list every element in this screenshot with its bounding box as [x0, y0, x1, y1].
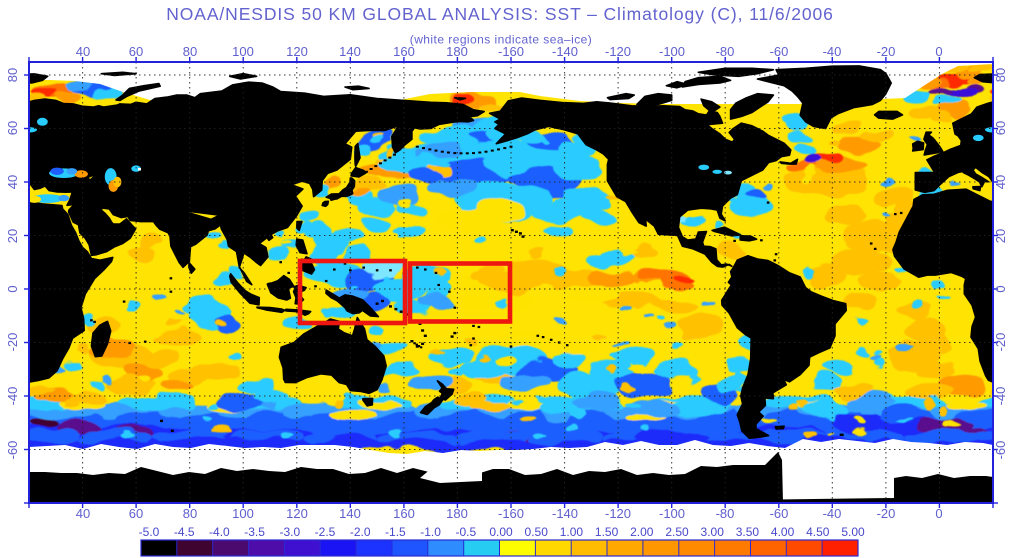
svg-text:180: 180	[446, 44, 468, 59]
svg-text:-1.0: -1.0	[420, 525, 441, 539]
svg-text:-0.5: -0.5	[455, 525, 476, 539]
svg-text:-140: -140	[552, 506, 578, 521]
svg-text:160: 160	[393, 44, 415, 59]
svg-text:-160: -160	[498, 506, 524, 521]
svg-text:-160: -160	[498, 44, 524, 59]
svg-text:120: 120	[286, 44, 308, 59]
svg-text:140: 140	[339, 44, 361, 59]
svg-text:0: 0	[5, 285, 20, 292]
svg-text:-120: -120	[605, 506, 631, 521]
svg-text:1.50: 1.50	[595, 525, 619, 539]
svg-text:60: 60	[993, 121, 1008, 135]
svg-text:-80: -80	[716, 506, 735, 521]
svg-text:-100: -100	[659, 506, 685, 521]
svg-text:2.00: 2.00	[630, 525, 654, 539]
svg-text:3.50: 3.50	[736, 525, 760, 539]
svg-text:-60: -60	[5, 441, 20, 460]
svg-text:60: 60	[129, 44, 143, 59]
svg-text:-4.0: -4.0	[209, 525, 230, 539]
svg-text:20: 20	[993, 229, 1008, 243]
svg-text:40: 40	[993, 175, 1008, 189]
svg-text:60: 60	[5, 121, 20, 135]
svg-text:-20: -20	[5, 333, 20, 352]
svg-text:-140: -140	[552, 44, 578, 59]
svg-text:5.00: 5.00	[841, 525, 865, 539]
svg-text:2.50: 2.50	[665, 525, 689, 539]
svg-text:80: 80	[5, 68, 20, 82]
svg-text:80: 80	[183, 44, 197, 59]
svg-text:-120: -120	[605, 44, 631, 59]
svg-text:-60: -60	[770, 44, 789, 59]
svg-text:-5.0: -5.0	[139, 525, 160, 539]
svg-text:-4.5: -4.5	[174, 525, 195, 539]
svg-text:4.00: 4.00	[771, 525, 795, 539]
svg-text:-20: -20	[877, 44, 896, 59]
svg-text:-80: -80	[716, 44, 735, 59]
svg-text:100: 100	[232, 506, 254, 521]
svg-text:3.00: 3.00	[701, 525, 725, 539]
svg-text:-3.5: -3.5	[244, 525, 265, 539]
svg-text:0: 0	[993, 285, 1008, 292]
svg-text:40: 40	[76, 44, 90, 59]
svg-text:1.00: 1.00	[560, 525, 584, 539]
svg-text:-40: -40	[993, 387, 1008, 406]
svg-text:120: 120	[286, 506, 308, 521]
svg-text:-60: -60	[993, 441, 1008, 460]
svg-text:40: 40	[76, 506, 90, 521]
svg-text:-40: -40	[823, 44, 842, 59]
svg-text:-2.5: -2.5	[315, 525, 336, 539]
svg-text:140: 140	[339, 506, 361, 521]
svg-text:-60: -60	[770, 506, 789, 521]
svg-text:80: 80	[183, 506, 197, 521]
svg-text:-3.0: -3.0	[279, 525, 300, 539]
svg-text:4.50: 4.50	[806, 525, 830, 539]
svg-text:-40: -40	[823, 506, 842, 521]
svg-text:80: 80	[993, 68, 1008, 82]
svg-text:0: 0	[935, 44, 942, 59]
svg-text:60: 60	[129, 506, 143, 521]
svg-text:-20: -20	[877, 506, 896, 521]
svg-text:0.50: 0.50	[525, 525, 549, 539]
svg-text:100: 100	[232, 44, 254, 59]
svg-text:NOAA/NESDIS 50 KM GLOBAL ANALY: NOAA/NESDIS 50 KM GLOBAL ANALYSIS: SST –…	[166, 4, 834, 24]
svg-text:-2.0: -2.0	[350, 525, 371, 539]
svg-text:180: 180	[446, 506, 468, 521]
svg-text:0: 0	[935, 506, 942, 521]
svg-text:-1.5: -1.5	[385, 525, 406, 539]
svg-text:160: 160	[393, 506, 415, 521]
svg-text:40: 40	[5, 175, 20, 189]
svg-text:-40: -40	[5, 387, 20, 406]
svg-text:(white regions indicate sea–ic: (white regions indicate sea–ice)	[410, 33, 593, 47]
svg-text:-100: -100	[659, 44, 685, 59]
svg-text:20: 20	[5, 229, 20, 243]
svg-text:-20: -20	[993, 333, 1008, 352]
svg-text:0.00: 0.00	[489, 525, 513, 539]
